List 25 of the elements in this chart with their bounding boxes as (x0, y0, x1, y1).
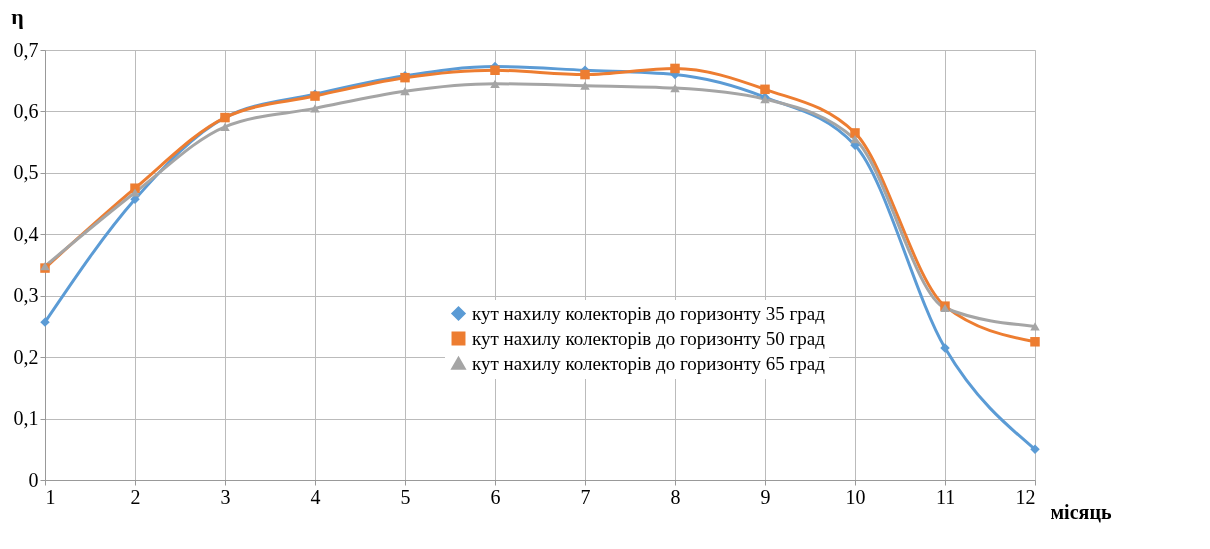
y-tick-label: 0,2 (13, 345, 39, 368)
x-tick-label: 3 (220, 485, 231, 508)
x-tick-label: 8 (670, 485, 681, 508)
x-tick-label: 11 (935, 485, 956, 508)
x-tick-label: 12 (1015, 485, 1036, 508)
y-tick-label: 0,7 (13, 38, 39, 61)
x-tick-label: 5 (400, 485, 411, 508)
legend-label: кут нахилу колекторів до горизонту 35 град (472, 302, 826, 324)
y-tick-label: 0,6 (13, 99, 39, 122)
x-tick-label: 1 (45, 485, 56, 508)
y-tick-label: 0,3 (13, 284, 39, 307)
legend-label: кут нахилу колекторів до горизонту 65 град (472, 352, 826, 374)
x-tick-label: 2 (130, 485, 141, 508)
y-axis-title: η (11, 3, 24, 29)
x-tick-label: 9 (760, 485, 771, 508)
y-tick-label: 0 (28, 468, 39, 491)
x-tick-label: 6 (490, 485, 501, 508)
legend-label: кут нахилу колекторів до горизонту 50 град (472, 327, 826, 349)
x-tick-label: 4 (310, 485, 321, 508)
y-tick-label: 0,1 (13, 407, 39, 430)
x-tick-label: 10 (845, 485, 866, 508)
y-tick-label: 0,5 (13, 161, 39, 184)
x-axis-title: місяць (1050, 500, 1112, 523)
y-tick-label: 0,4 (13, 222, 39, 245)
x-tick-label: 7 (580, 485, 591, 508)
